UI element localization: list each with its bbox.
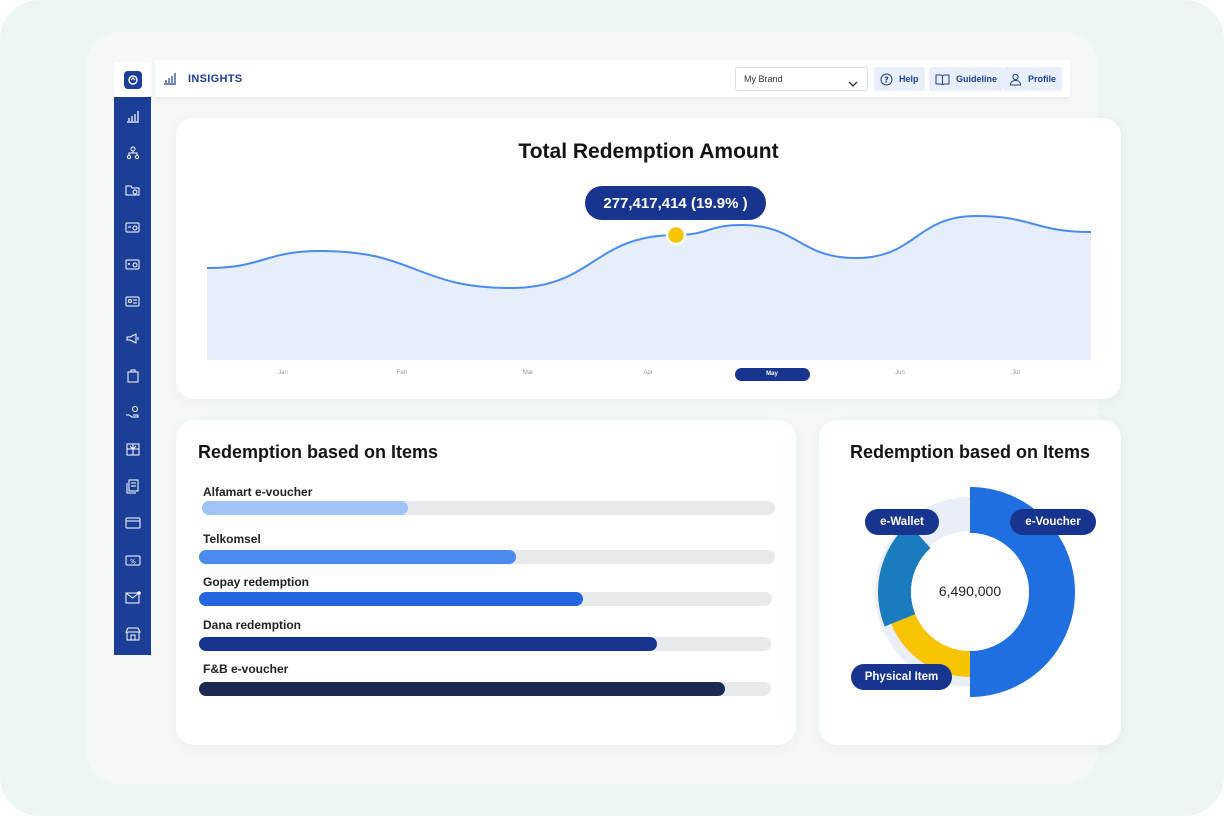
e-voucher-label: e-Voucher <box>1010 509 1096 535</box>
month-tick-jul[interactable]: Jul <box>1012 370 1020 376</box>
redemption-items-donut-card: Redemption based on Items 6,490,000 e-Wa… <box>819 420 1121 745</box>
insights-header-icon <box>163 71 177 90</box>
chart-title: Total Redemption Amount <box>518 140 779 163</box>
megaphone-icon <box>126 332 139 344</box>
highlight-point[interactable] <box>665 224 687 246</box>
physical-item-label: Physical Item <box>851 664 952 690</box>
bar-label: Dana redemption <box>203 618 302 632</box>
insights-icon <box>126 111 139 123</box>
top-header: INSIGHTS My Brand ? Help Guideline Profi… <box>155 60 1070 97</box>
profile-label: Profile <box>1028 74 1057 84</box>
bar-label: Telkomsel <box>203 532 261 546</box>
sidebar-item-members[interactable] <box>114 289 151 313</box>
value-tooltip: 277,417,414 (19.9% ) <box>585 186 766 220</box>
help-button[interactable]: ? Help <box>874 67 925 91</box>
voucher-card-icon <box>125 222 140 232</box>
sidebar-item-voucher[interactable] <box>114 215 151 239</box>
book-icon <box>935 74 950 85</box>
month-tick-feb[interactable]: Feb <box>396 370 408 376</box>
bar-label: Gopay redemption <box>203 575 310 589</box>
month-tick-mar[interactable]: Mar <box>522 370 534 376</box>
gift-box-icon <box>126 443 139 456</box>
credit-card-icon <box>125 517 140 529</box>
voucher-settings-icon <box>125 259 140 269</box>
bar-fill[interactable] <box>199 592 583 606</box>
bar-fill[interactable] <box>199 550 516 564</box>
donut-hole <box>911 533 1029 651</box>
segment-physical-item[interactable] <box>891 614 970 677</box>
area-line <box>206 214 1092 290</box>
sidebar-item-org[interactable] <box>114 141 151 165</box>
discount-icon: % <box>125 555 140 565</box>
bar-label: F&B e-voucher <box>203 662 289 676</box>
bar-track <box>199 637 771 651</box>
sidebar-item-stores[interactable] <box>114 622 151 646</box>
sidebar-item-folder[interactable] <box>114 178 151 202</box>
bar-track <box>199 592 772 606</box>
brand-dropdown-value: My Brand <box>744 74 783 84</box>
org-chart-icon <box>126 146 139 160</box>
brand-dropdown[interactable]: My Brand <box>735 67 868 91</box>
guideline-button[interactable]: Guideline <box>929 67 1004 91</box>
svg-text:%: % <box>130 558 136 565</box>
bag-icon <box>127 369 138 382</box>
svg-text:?: ? <box>884 75 889 84</box>
sidebar-item-campaign[interactable] <box>114 326 151 350</box>
folder-icon <box>125 185 140 196</box>
sidebar-item-payment[interactable] <box>114 511 151 535</box>
month-tick-jan[interactable]: Jan <box>278 370 288 376</box>
month-tick-jun[interactable]: Jun <box>895 370 905 376</box>
app-logo[interactable] <box>114 62 151 97</box>
sidebar-item-shop[interactable] <box>114 363 151 387</box>
sidebar-item-messages[interactable] <box>114 585 151 609</box>
e-wallet-label: e-Wallet <box>865 509 939 535</box>
donut-chart <box>875 487 1075 697</box>
sidebar-item-insights[interactable] <box>114 104 151 128</box>
sidebar-item-documents[interactable] <box>114 474 151 498</box>
donut-card-title: Redemption based on Items <box>849 442 1091 462</box>
help-icon: ? <box>880 73 893 85</box>
bar-track <box>199 550 775 564</box>
profile-button[interactable]: Profile <box>1003 67 1063 91</box>
sidebar: % <box>114 97 151 655</box>
logo-icon <box>123 70 142 89</box>
area-fill <box>207 216 1091 360</box>
store-icon <box>124 627 141 641</box>
sidebar-item-discounts[interactable]: % <box>114 548 151 572</box>
document-icon <box>126 479 138 493</box>
bar-fill[interactable] <box>199 682 726 696</box>
donut-center-value: 6,490,000 <box>938 583 1002 599</box>
total-redemption-card: Total Redemption Amount 277,417,414 (19.… <box>176 118 1121 399</box>
id-card-icon <box>125 296 140 306</box>
segment-e-wallet[interactable] <box>878 523 931 627</box>
guideline-label: Guideline <box>956 74 998 84</box>
segment-e-voucher[interactable] <box>970 487 1075 697</box>
help-label: Help <box>899 74 919 84</box>
mail-icon <box>125 590 141 603</box>
sidebar-item-gifts[interactable] <box>114 437 151 461</box>
area-chart <box>206 214 1092 360</box>
bar-fill[interactable] <box>202 501 409 515</box>
sidebar-item-voucher-settings[interactable] <box>114 252 151 276</box>
month-tick-apr[interactable]: Apr <box>643 370 653 376</box>
bar-fill[interactable] <box>199 637 657 651</box>
chevron-down-icon <box>848 75 858 93</box>
hand-coin-icon <box>126 406 139 418</box>
bar-track <box>202 501 775 515</box>
bar-label: Alfamart e-voucher <box>203 485 313 499</box>
user-icon <box>1009 73 1022 85</box>
bar-track <box>199 682 771 696</box>
redemption-items-bar-card: Redemption based on Items Alfamart e-vou… <box>176 420 796 745</box>
bars-card-title: Redemption based on Items <box>198 442 439 462</box>
month-tick-may[interactable]: May <box>734 368 810 381</box>
page-title: INSIGHTS <box>188 73 243 85</box>
sidebar-item-rewards[interactable] <box>114 400 151 424</box>
